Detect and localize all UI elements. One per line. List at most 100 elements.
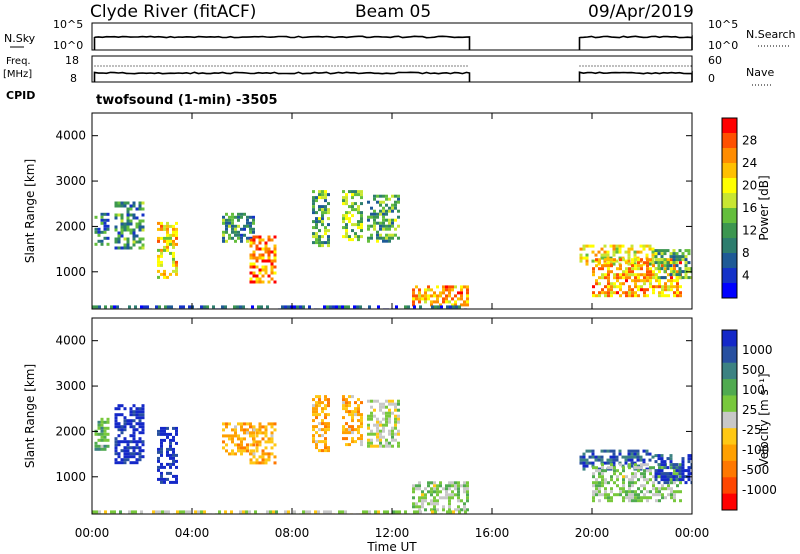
heatmap-cell [631,481,634,485]
heatmap-cell [240,440,243,444]
heatmap-cell [261,449,265,453]
heatmap-cell [663,463,667,467]
heatmap-cell [651,455,655,459]
heatmap-cell [224,305,227,309]
heatmap-cell [616,285,619,289]
heatmap-cell [622,258,625,262]
heatmap-cell [625,279,628,283]
heatmap-cell [394,200,397,204]
heatmap-cell [354,223,357,227]
heatmap-cell [610,294,613,298]
heatmap-cell [678,273,682,277]
heatmap-cell [243,227,246,231]
heatmap-cell [249,271,253,275]
colorbar-swatch [722,268,737,284]
heatmap-cell [613,258,616,262]
heatmap-cell [625,267,628,271]
heatmap-cell [684,267,688,271]
heatmap-cell [315,410,318,414]
heatmap-cell [157,263,160,267]
heatmap-cell [652,273,655,277]
heatmap-cell [690,457,692,461]
heatmap-cell [103,227,107,231]
heatmap-cell [466,493,469,497]
heatmap-cell [138,425,142,429]
heatmap-cell [385,414,388,418]
heatmap-cell [610,466,613,470]
heatmap-cell [628,490,631,494]
heatmap-cell [117,428,121,432]
heatmap-cell [640,264,643,268]
heatmap-cell [166,447,169,451]
heatmap-cell [661,285,664,289]
heatmap-cell [163,480,166,484]
heatmap-cell [616,484,619,488]
heatmap-cell [324,232,327,236]
heatmap-cell [619,258,622,262]
heatmap-cell [604,490,607,494]
heatmap-cell [412,291,415,295]
heatmap-cell [272,510,275,514]
heatmap-cell [631,291,634,295]
heatmap-cell [100,212,104,216]
heatmap-cell [424,499,427,503]
heatmap-cell [601,288,604,292]
heatmap-cell [598,490,601,494]
heatmap-cell [658,294,661,298]
heatmap-cell [648,244,652,248]
heatmap-cell [175,221,178,225]
heatmap-cell [132,452,136,456]
heatmap-cell [418,484,421,488]
heatmap-cell [595,294,598,298]
heatmap-cell [451,496,454,500]
heatmap-cell [660,276,664,280]
heatmap-cell [132,237,136,241]
heatmap-cell [433,487,436,491]
heatmap-cell [391,224,394,228]
heatmap-cell [324,449,327,453]
heatmap-cell [312,232,315,236]
heatmap-cell [661,288,664,292]
heatmap-cell [103,212,107,216]
heatmap-cell [324,193,327,197]
heatmap-cell [592,499,595,503]
heatmap-cell [360,235,363,239]
heatmap-cell [379,227,382,231]
heatmap-cell [622,499,625,503]
heatmap-cell [595,258,598,262]
heatmap-cell [312,196,315,200]
heatmap-cell [645,253,649,257]
heatmap-cell [106,432,110,436]
heatmap-cell [601,478,604,482]
heatmap-cell [610,288,613,292]
heatmap-cell [245,510,248,514]
heatmap-cell [249,425,252,429]
heatmap-cell [367,215,370,219]
heatmap-cell [657,264,661,268]
heatmap-cell [324,241,327,245]
heatmap-cell [454,484,457,488]
heatmap-cell [370,212,373,216]
heatmap-cell [138,201,142,205]
heatmap-cell [670,267,673,271]
heatmap-cell [123,246,127,250]
heatmap-cell [318,401,321,405]
heatmap-cell [382,227,385,231]
heatmap-cell [100,447,104,451]
heatmap-cell [663,252,667,256]
heatmap-cell [376,444,379,448]
heatmap-cell [312,226,315,230]
heatmap-cell [394,423,397,427]
heatmap-cell [397,399,400,403]
colorbar-tick-label: 8 [742,246,750,260]
heatmap-cell [382,444,385,448]
heatmap-cell [642,244,646,248]
heatmap-cell [100,426,104,430]
heatmap-cell [669,457,673,461]
heatmap-cell [376,230,379,234]
heatmap-cell [166,426,169,430]
heatmap-cell [324,413,327,417]
heatmap-cell [649,478,652,482]
heatmap-cell [658,475,661,479]
heatmap-cell [598,261,601,265]
